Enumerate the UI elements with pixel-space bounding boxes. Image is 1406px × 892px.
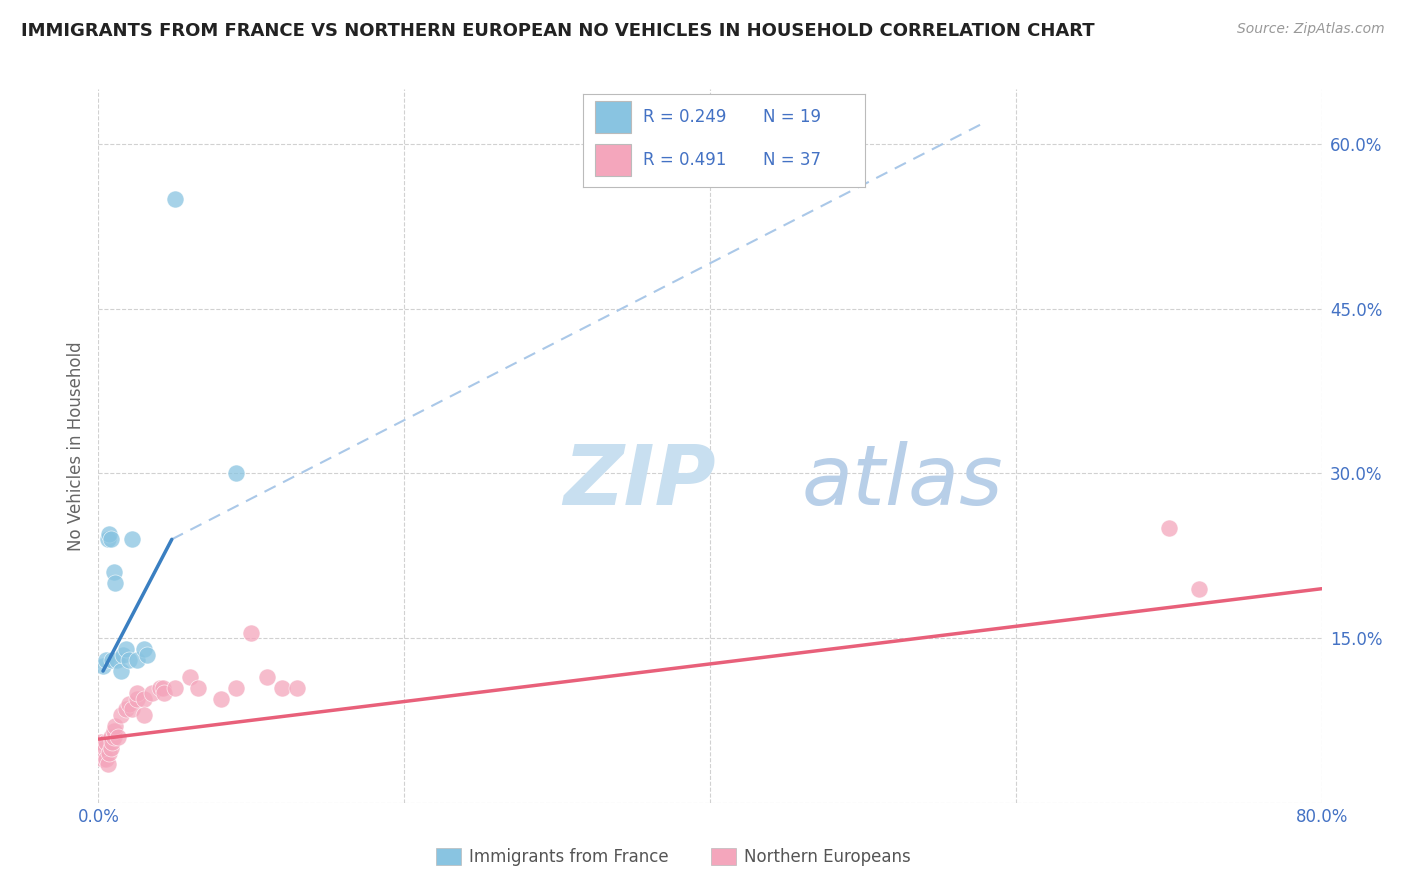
Point [110, 664, 132, 678]
Text: ZIP: ZIP [564, 442, 716, 522]
Point [179, 669, 201, 683]
Point [103, 566, 125, 580]
Point [152, 681, 174, 695]
Text: N = 19: N = 19 [763, 108, 821, 126]
Point [91, 658, 114, 673]
Point [94, 653, 117, 667]
Point [111, 648, 134, 662]
Point [101, 735, 124, 749]
Point [256, 669, 278, 683]
Point [93, 740, 115, 755]
Point [1157, 521, 1180, 535]
Point [270, 681, 292, 695]
Point [163, 681, 186, 695]
Point [90, 735, 112, 749]
Point [240, 625, 263, 640]
Point [94, 735, 117, 749]
Point [94, 752, 117, 766]
Point [225, 467, 247, 481]
Point [104, 576, 127, 591]
Point [98, 747, 121, 761]
Point [209, 691, 232, 706]
Text: Source: ZipAtlas.com: Source: ZipAtlas.com [1237, 22, 1385, 37]
Point [125, 653, 148, 667]
Point [115, 642, 138, 657]
Point [103, 730, 125, 744]
Point [103, 724, 125, 739]
Point [101, 653, 124, 667]
Point [107, 730, 129, 744]
Text: N = 37: N = 37 [763, 151, 821, 169]
Point [134, 691, 156, 706]
Point [153, 686, 176, 700]
Point [121, 533, 143, 547]
Point [97, 533, 120, 547]
Point [125, 691, 148, 706]
Point [97, 757, 120, 772]
Point [118, 697, 141, 711]
Point [134, 642, 156, 657]
Text: R = 0.491: R = 0.491 [643, 151, 725, 169]
Point [104, 719, 127, 733]
Point [225, 681, 247, 695]
Text: R = 0.249: R = 0.249 [643, 108, 725, 126]
Point [100, 740, 122, 755]
Point [91, 752, 114, 766]
Point [285, 681, 308, 695]
Point [98, 526, 121, 541]
Point [187, 681, 209, 695]
Point [141, 686, 163, 700]
Point [121, 702, 143, 716]
Text: atlas: atlas [801, 442, 1004, 522]
Point [110, 708, 132, 723]
Point [100, 730, 122, 744]
Point [163, 192, 186, 206]
Point [100, 533, 122, 547]
Y-axis label: No Vehicles in Household: No Vehicles in Household [67, 341, 86, 551]
Bar [595, 145, 631, 176]
Point [115, 702, 138, 716]
Point [1188, 582, 1211, 596]
Point [136, 648, 159, 662]
Point [105, 653, 128, 667]
Point [134, 708, 156, 723]
Point [149, 681, 172, 695]
Bar [595, 101, 631, 133]
Legend: Immigrants from France, Northern Europeans: Immigrants from France, Northern Europea… [429, 841, 917, 873]
Point [118, 653, 141, 667]
Text: IMMIGRANTS FROM FRANCE VS NORTHERN EUROPEAN NO VEHICLES IN HOUSEHOLD CORRELATION: IMMIGRANTS FROM FRANCE VS NORTHERN EUROP… [21, 22, 1095, 40]
Point [125, 686, 148, 700]
